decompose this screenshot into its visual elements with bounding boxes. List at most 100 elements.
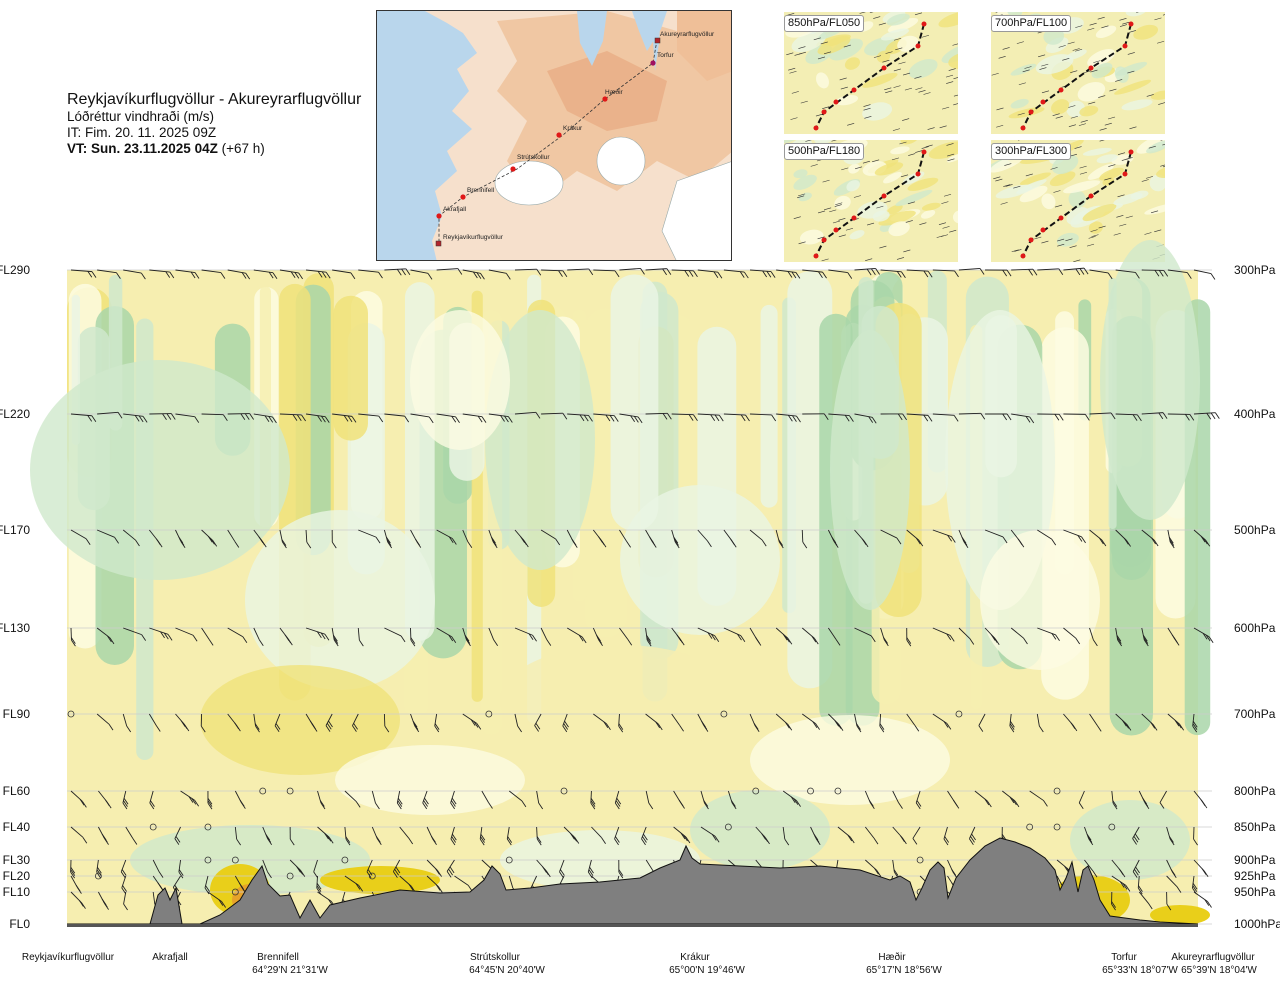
mini-wind-barb (838, 234, 846, 238)
field-blob (200, 665, 400, 775)
map-label-akrafjall: Akrafjall (443, 206, 467, 213)
mini-field-blob (1077, 81, 1106, 102)
wind-barb (697, 627, 720, 642)
field-blob (690, 790, 830, 870)
wind-barb (204, 823, 212, 831)
wind-barb (984, 529, 1008, 544)
mini-field-blob (849, 230, 865, 240)
mini-field-blob (1008, 107, 1045, 119)
wind-barb (775, 713, 793, 731)
wind-barb (207, 891, 226, 908)
mini-wind-barb (864, 116, 872, 119)
mini-wind-barb (798, 46, 806, 49)
svg-text:64°29'N 21°31'W: 64°29'N 21°31'W (252, 965, 328, 976)
wind-barb (358, 269, 383, 279)
flight-level-label: FL0 (9, 917, 30, 931)
wind-barb (410, 413, 434, 424)
mini-waypoint (821, 237, 827, 243)
wind-barb (834, 787, 842, 795)
mini-wind-barb (1119, 24, 1128, 27)
svg-text:Strútskollur: Strútskollur (470, 952, 521, 963)
mini-wind-barb (904, 87, 912, 91)
wind-barb (1089, 713, 1102, 732)
wind-barb (827, 529, 839, 548)
wind-barb (462, 413, 487, 423)
wind-barb (752, 787, 760, 795)
mini-field-blob (1079, 105, 1099, 117)
wind-barb (149, 790, 155, 810)
mini-waypoint (915, 43, 921, 49)
map-label-akureyri: Akureyrarflugvöllur (660, 31, 715, 38)
wind-barb (1108, 823, 1116, 831)
mini-wind-barb (1088, 101, 1096, 105)
wind-barb (148, 529, 163, 548)
wind-barb (368, 872, 376, 880)
mini-wind-barb (895, 47, 903, 51)
mini-field-blob (883, 172, 902, 184)
pressure-label: 600hPa (1234, 621, 1276, 635)
wind-barb (1141, 713, 1158, 731)
mini-wind-barb (1005, 184, 1013, 187)
wind-barb (775, 529, 784, 549)
wind-barb (286, 787, 294, 795)
wind-barb (317, 790, 326, 810)
mini-wind-barb (1119, 223, 1127, 227)
mini-wind-barb (1069, 245, 1077, 248)
mini-field-blob (1133, 24, 1159, 40)
wind-barb (204, 856, 212, 864)
mini-wind-barb (834, 204, 842, 207)
mini-wind-barb (1038, 54, 1046, 58)
wind-barb (125, 826, 138, 845)
wind-barb (1115, 627, 1123, 647)
mini-wind-barb (1115, 79, 1123, 82)
field-blob (485, 310, 595, 570)
wind-barb (70, 859, 76, 879)
flight-level-label: FL40 (3, 820, 31, 834)
flight-level-label: FL290 (0, 263, 30, 277)
wind-barb (227, 413, 254, 420)
wind-barb (1053, 823, 1061, 831)
wind-barb (782, 790, 801, 807)
wind-barb (1037, 268, 1064, 276)
mini-field-blob (848, 163, 860, 174)
mini-wind-barb (914, 76, 922, 79)
mini-wind-barb (786, 52, 794, 56)
wind-barb (776, 413, 801, 423)
wind-barb (332, 269, 356, 280)
mini-wind-barb (1068, 105, 1076, 108)
wind-barb (201, 627, 214, 646)
mini-map-300: 300hPa/FL300 (991, 140, 1165, 262)
svg-text:Akureyrarflugvöllur: Akureyrarflugvöllur (1171, 952, 1255, 963)
wind-barb (70, 826, 88, 844)
wind-barb (1193, 627, 1214, 644)
mini-wind-barb (1068, 124, 1076, 127)
mini-map-300-label: 300hPa/FL300 (991, 143, 1072, 160)
location-label: Reykjavíkurflugvöllur (22, 952, 115, 963)
wind-barb (488, 529, 498, 549)
wind-barb (1010, 529, 1025, 548)
mini-wind-barb (996, 124, 1004, 128)
wind-barb (149, 269, 175, 279)
field-streak (610, 274, 659, 531)
wind-barb (175, 529, 186, 548)
wind-barb (175, 713, 190, 732)
mini-field-blob (1082, 147, 1112, 156)
wind-barb (384, 268, 411, 276)
mini-field-blob (857, 201, 888, 219)
wind-barb (175, 413, 200, 423)
mini-wind-barb (1141, 179, 1149, 182)
map-label-krakur: Krákur (563, 125, 583, 132)
wind-barb (968, 826, 976, 845)
wind-barb (279, 529, 287, 549)
mini-field-blob (813, 140, 837, 145)
wind-barb (514, 529, 529, 548)
mini-waypoint (921, 21, 927, 27)
wind-barb (122, 529, 140, 547)
wind-barb (749, 627, 762, 646)
mini-wind-barb (1089, 22, 1097, 26)
wind-barb (514, 268, 542, 276)
wind-barb (915, 790, 922, 810)
mini-wind-barb (879, 245, 887, 249)
mini-wind-barb (936, 235, 944, 238)
mini-field-blob (1150, 90, 1165, 100)
